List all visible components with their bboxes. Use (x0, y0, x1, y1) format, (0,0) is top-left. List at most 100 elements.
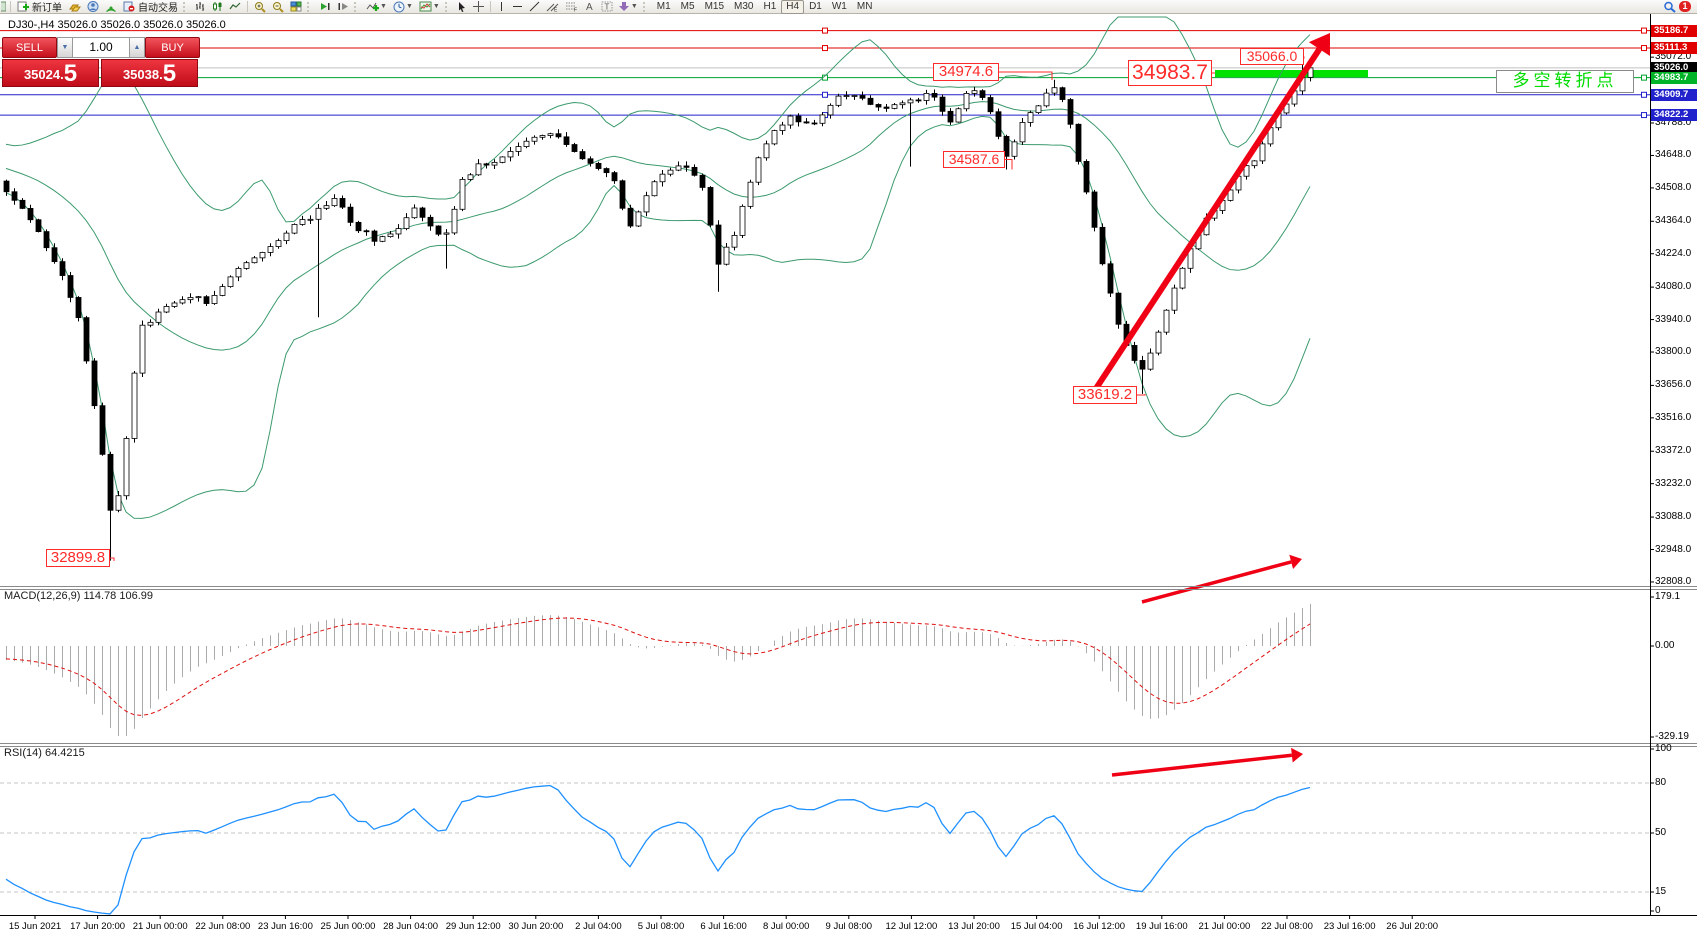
clipped-icon (0, 1, 7, 13)
buy-button[interactable]: BUY (145, 37, 200, 58)
text-button[interactable]: A (581, 1, 598, 13)
tab-timeframe-mn[interactable]: MN (856, 0, 873, 12)
time-axis-label: 16 Jul 12:00 (1073, 921, 1126, 932)
axis-label: 80 (1655, 777, 1667, 788)
axis-label: 50 (1655, 827, 1667, 838)
price-annotation[interactable]: 34983.7 (1128, 60, 1212, 86)
price-annotation[interactable]: 33619.2 (1073, 386, 1137, 404)
time-axis-label: 29 Jun 12:00 (445, 921, 501, 932)
time-axis-label: 9 Jul 08:00 (825, 921, 873, 932)
time-axis-label: 30 Jun 20:00 (508, 921, 564, 932)
time-axis-label: 23 Jun 16:00 (257, 921, 313, 932)
signals-icon[interactable] (102, 1, 120, 13)
axis-label: 34788.0 (1655, 117, 1692, 128)
axis-label: -329.19 (1655, 731, 1689, 742)
notification-badge[interactable]: 1 (1679, 1, 1691, 12)
new-order-label: 新订单 (32, 3, 62, 14)
axis-label: 34909.7 (1651, 88, 1697, 101)
tab-timeframe-h4[interactable]: H4 (781, 0, 805, 14)
toolbar-grip (642, 1, 650, 12)
price-annotation[interactable]: 34587.6 (943, 151, 1005, 168)
axis-label: 179.1 (1655, 591, 1681, 602)
toolbar-separator (10, 1, 11, 12)
time-axis-label: 22 Jun 08:00 (195, 921, 251, 932)
price-annotation[interactable]: 32899.8 (46, 549, 110, 567)
time-axis-label: 15 Jun 2021 (8, 921, 62, 932)
svg-text:T: T (604, 3, 609, 12)
tab-timeframe-m30[interactable]: M30 (734, 0, 754, 12)
sell-price-display[interactable]: 35024. 5 (2, 59, 99, 87)
axis-label: 34364.0 (1655, 215, 1692, 227)
cursor-button[interactable] (454, 1, 470, 13)
lot-increase-button[interactable]: ▲ (129, 37, 145, 58)
time-axis-label: 2 Jul 04:00 (575, 921, 622, 932)
price-annotation[interactable]: 34974.6 (933, 63, 999, 81)
toolbar-grip (444, 1, 452, 12)
axis-label: 32948.0 (1655, 543, 1692, 555)
account-icon[interactable] (84, 1, 102, 13)
time-axis-label: 15 Jul 04:00 (1010, 921, 1063, 932)
periods-button[interactable]: ▼ (390, 1, 416, 13)
svg-text:A: A (586, 2, 593, 12)
toolbar-grip (307, 1, 314, 12)
vertical-line-button[interactable] (494, 1, 509, 13)
macd-indicator-label: MACD(12,26,9) 114.78 106.99 (4, 590, 153, 602)
svg-text:E: E (554, 8, 558, 13)
fibonacci-button[interactable]: F (562, 1, 581, 13)
zoom-in-button[interactable] (251, 1, 269, 13)
bull-bear-turning-point-note[interactable]: 多空转折点 (1496, 70, 1634, 93)
axis-label: 33372.0 (1655, 445, 1692, 457)
auto-scroll-button[interactable] (316, 1, 334, 13)
trendline-button[interactable] (526, 1, 543, 13)
tab-timeframe-h1[interactable]: H1 (763, 0, 777, 12)
autotrade-label: 自动交易 (138, 3, 178, 14)
axis-label: 34822.2 (1651, 109, 1697, 122)
chevron-down-icon: ▼ (405, 3, 413, 10)
sell-button[interactable]: SELL (2, 37, 57, 58)
rsi-indicator-label: RSI(14) 64.4215 (4, 747, 85, 759)
lot-size-input[interactable]: 1.00 (73, 37, 129, 58)
chevron-down-icon: ▼ (380, 3, 387, 10)
tab-timeframe-w1[interactable]: W1 (831, 0, 847, 12)
horizontal-line-button[interactable] (509, 1, 526, 13)
axis-label: 35026.0 (1651, 61, 1697, 74)
axis-label: 33516.0 (1655, 411, 1692, 423)
time-axis-label: 13 Jul 20:00 (948, 921, 1000, 932)
tab-timeframe-m15[interactable]: M15 (704, 0, 725, 12)
price-annotation[interactable]: 35066.0 (1240, 48, 1304, 65)
search-icon[interactable] (1660, 1, 1679, 13)
axis-label: 33656.0 (1655, 379, 1692, 391)
autotrade-button[interactable]: 自动交易 (120, 1, 181, 14)
tile-windows-button[interactable] (287, 1, 305, 13)
axis-label: 34080.0 (1655, 281, 1692, 293)
chevron-down-icon: ▼ (630, 3, 638, 10)
chart-shift-button[interactable] (334, 1, 352, 13)
channel-button[interactable]: E (543, 1, 562, 13)
arrows-button[interactable]: ▼ (616, 1, 641, 13)
new-order-button[interactable]: 新订单 (14, 1, 65, 14)
time-axis-label: 19 Jul 16:00 (1135, 921, 1188, 932)
indicators-button[interactable]: ▼ (363, 1, 390, 13)
zoom-out-button[interactable] (269, 1, 287, 13)
bar-chart-button[interactable] (192, 1, 209, 13)
tab-timeframe-m1[interactable]: M1 (656, 0, 671, 12)
toolbar-grip (183, 1, 190, 12)
time-axis-label: 12 Jul 12:00 (885, 921, 938, 932)
templates-button[interactable]: ▼ (416, 1, 443, 13)
crosshair-button[interactable] (470, 1, 487, 13)
candlestick-button[interactable] (209, 1, 226, 13)
time-axis-label: 17 Jun 20:00 (70, 921, 126, 932)
text-label-button[interactable]: T (598, 1, 616, 13)
time-axis-label: 21 Jul 00:00 (1198, 921, 1251, 932)
line-chart-button[interactable] (226, 1, 244, 13)
tab-timeframe-d1[interactable]: D1 (809, 0, 822, 12)
time-axis-label: 8 Jul 00:00 (762, 921, 810, 932)
lot-decrease-button[interactable]: ▼ (57, 37, 73, 58)
gold-icon[interactable] (65, 1, 84, 13)
tab-timeframe-m5[interactable]: M5 (680, 0, 695, 12)
axis-label: 33940.0 (1655, 313, 1692, 325)
buy-price-display[interactable]: 35038. 5 (101, 59, 198, 87)
time-axis-label: 25 Jun 00:00 (320, 921, 376, 932)
